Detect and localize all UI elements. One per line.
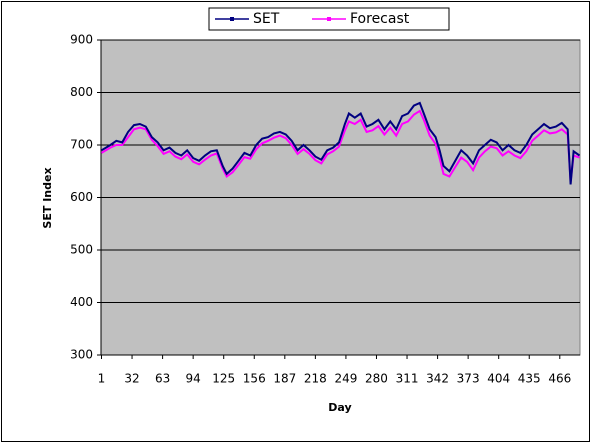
series-line: [100, 101, 581, 185]
x-tick-label: 1: [98, 372, 106, 386]
series-line: [100, 109, 580, 182]
x-tick-label: 311: [396, 372, 419, 386]
x-axis-title: Day: [328, 401, 351, 414]
x-tick-label: 466: [548, 372, 571, 386]
y-axis-title: SET Index: [41, 167, 54, 228]
x-tick-label: 156: [243, 372, 266, 386]
legend-label: SET: [253, 11, 280, 27]
x-tick-label: 249: [334, 372, 357, 386]
y-tick-label: 300: [70, 348, 93, 362]
x-tick-label: 404: [487, 372, 510, 386]
x-tick-label: 435: [518, 372, 541, 386]
y-tick-label: 700: [70, 138, 93, 152]
legend-marker: [327, 17, 331, 21]
x-tick-label: 32: [124, 372, 139, 386]
x-tick-label: 187: [273, 372, 296, 386]
y-tick-label: 600: [70, 190, 93, 204]
x-tick-label: 342: [426, 372, 449, 386]
y-tick-label: 500: [70, 243, 93, 257]
x-tick-label: 373: [457, 372, 480, 386]
x-tick-label: 94: [186, 372, 201, 386]
x-tick-label: 280: [365, 372, 388, 386]
legend-marker: [230, 17, 234, 21]
x-tick-label: 63: [155, 372, 170, 386]
x-tick-label: 218: [304, 372, 327, 386]
y-tick-label: 800: [70, 85, 93, 99]
x-tick-label: 125: [212, 372, 235, 386]
legend-label: Forecast: [350, 11, 410, 27]
y-tick-label: 900: [70, 33, 93, 47]
y-tick-label: 400: [70, 295, 93, 309]
